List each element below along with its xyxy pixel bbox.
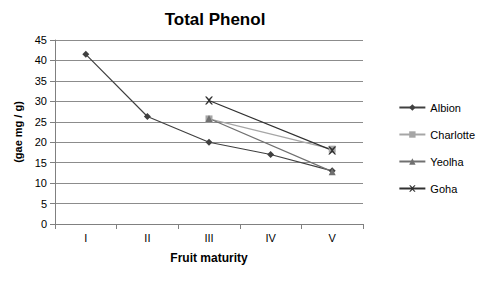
svg-text:25: 25 [35,116,47,128]
svg-text:35: 35 [35,75,47,87]
svg-text:Albion: Albion [430,102,461,114]
svg-text:Yeolha: Yeolha [430,156,464,168]
svg-text:Goha: Goha [430,183,458,195]
svg-text:40: 40 [35,54,47,66]
svg-text:(gae mg / g): (gae mg / g) [12,101,24,163]
svg-text:IV: IV [265,232,276,244]
svg-text:III: III [204,232,213,244]
svg-text:45: 45 [35,34,47,46]
svg-text:I: I [84,232,87,244]
svg-text:V: V [329,232,337,244]
svg-text:Charlotte: Charlotte [430,129,475,141]
svg-text:20: 20 [35,136,47,148]
svg-text:30: 30 [35,95,47,107]
svg-text:II: II [144,232,150,244]
svg-text:Total Phenol: Total Phenol [165,10,266,29]
svg-text:Fruit maturity: Fruit maturity [170,251,248,265]
svg-text:0: 0 [41,218,47,230]
svg-text:5: 5 [41,198,47,210]
svg-text:10: 10 [35,177,47,189]
svg-text:15: 15 [35,157,47,169]
